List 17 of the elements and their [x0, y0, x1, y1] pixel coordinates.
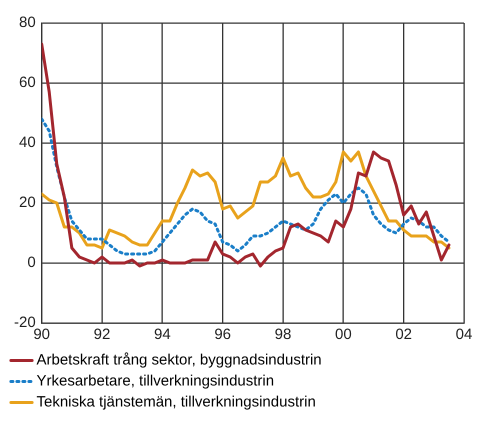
x-tick-label: 96 [214, 326, 232, 344]
y-tick-label: 0 [27, 254, 36, 272]
x-tick-label: 04 [456, 326, 472, 344]
y-tick-label: 40 [18, 134, 36, 152]
x-tick-label: 90 [33, 326, 50, 344]
x-tick-label: 94 [154, 326, 171, 344]
y-tick-label: 80 [18, 14, 36, 32]
legend-label: Tekniska tjänstemän, tillverkningsindustrin [36, 394, 316, 411]
y-tick-label: 60 [18, 74, 36, 92]
x-tick-label: 92 [94, 326, 110, 344]
y-tick-label: 20 [18, 194, 36, 212]
x-tick-label: 02 [395, 326, 412, 344]
legend-label: Yrkesarbetare, tillverkningsindustrin [36, 372, 274, 390]
x-tick-label: 00 [334, 326, 352, 344]
x-tick-label: 98 [274, 326, 292, 344]
legend-label: Arbetskraft trång sektor, byggnadsindustrin [36, 352, 322, 369]
line-series [42, 118, 450, 256]
